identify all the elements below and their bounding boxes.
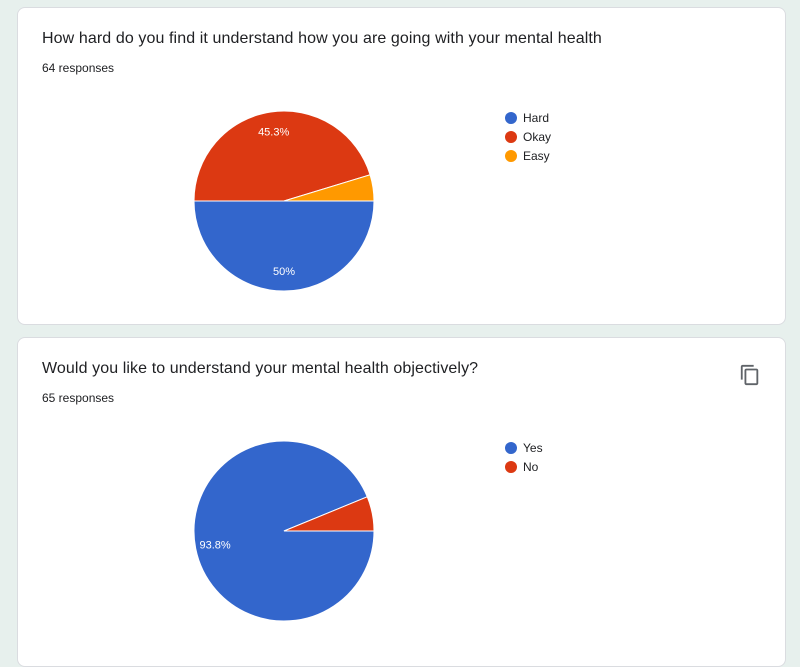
legend-label: Yes xyxy=(523,440,543,455)
question-title: Would you like to understand your mental… xyxy=(42,360,479,377)
copy-icon xyxy=(740,364,759,386)
legend-item-no[interactable]: No xyxy=(505,457,543,476)
pie-slice-hard[interactable] xyxy=(193,200,375,292)
question-title: How hard do you find it understand how y… xyxy=(42,30,602,47)
response-count: 65 responses xyxy=(42,391,115,405)
slice-label: 45.3% xyxy=(258,127,289,139)
response-count: 64 responses xyxy=(42,61,115,75)
legend-label: Hard xyxy=(523,110,550,125)
pie-chart: 93.8% xyxy=(193,440,375,622)
slice-label: 50% xyxy=(273,266,295,278)
legend-swatch xyxy=(505,130,517,143)
question-card: Would you like to understand your mental… xyxy=(17,337,786,667)
legend-item-yes[interactable]: Yes xyxy=(505,438,543,457)
question-card: How hard do you find it understand how y… xyxy=(17,7,786,325)
pie-slice-no[interactable] xyxy=(283,496,375,532)
legend-swatch xyxy=(505,149,517,162)
legend-swatch xyxy=(505,460,517,473)
chart-legend: Yes No xyxy=(505,438,543,476)
legend-label: Okay xyxy=(523,129,552,144)
pie-slice-easy[interactable] xyxy=(283,174,375,202)
legend-swatch xyxy=(505,441,517,454)
legend-item-easy[interactable]: Easy xyxy=(505,146,551,165)
legend-label: Easy xyxy=(523,148,550,163)
slice-label: 93.8% xyxy=(200,540,231,552)
pie-chart: 50% 45.3% xyxy=(193,110,375,292)
legend-swatch xyxy=(505,111,517,124)
copy-chart-button[interactable] xyxy=(737,362,763,388)
pie-slice-okay[interactable] xyxy=(193,110,371,202)
legend-item-hard[interactable]: Hard xyxy=(505,108,551,127)
legend-label: No xyxy=(523,459,539,474)
chart-legend: Hard Okay Easy xyxy=(505,108,551,165)
legend-item-okay[interactable]: Okay xyxy=(505,127,551,146)
